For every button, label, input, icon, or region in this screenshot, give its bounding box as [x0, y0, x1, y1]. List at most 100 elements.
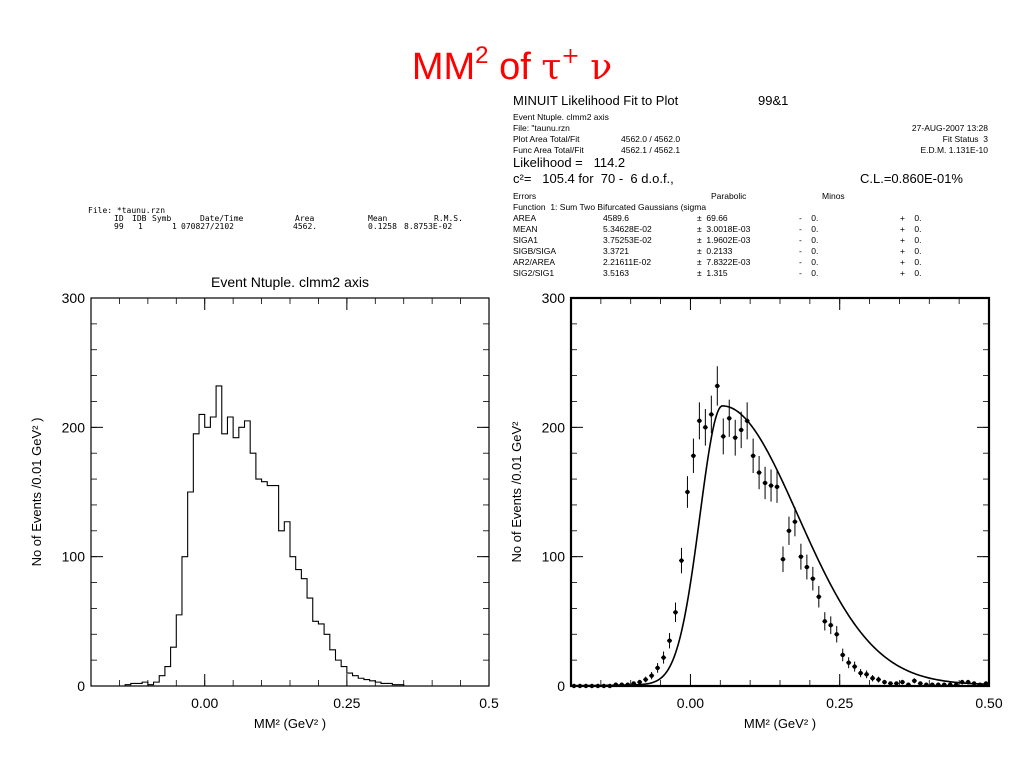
- fit-plot-id: 99&1: [758, 93, 789, 108]
- fit-curve: [570, 405, 990, 687]
- param-name: MEAN: [513, 224, 538, 234]
- col-rms: R.M.S.: [434, 214, 463, 223]
- left-histogram-chart: 0 100 200 300 0.00 0.25 0.5 MM² (GeV² ) No of Ev…: [29, 274, 499, 731]
- param-name: AREA: [513, 213, 537, 223]
- param-minos-pos: + 0.: [900, 224, 922, 234]
- param-minos-neg: - 0.: [799, 246, 819, 256]
- data-point: [864, 672, 869, 677]
- data-point: [810, 576, 816, 581]
- data-point: [953, 682, 959, 687]
- data-point: [762, 480, 768, 486]
- data-point: [822, 619, 827, 624]
- param-value: 2.21611E-02: [603, 257, 652, 267]
- y-axis-label: No of Events /0.01 GeV² ): [29, 418, 44, 567]
- data-point: [756, 470, 762, 475]
- param-minos-pos: + 0.: [900, 213, 922, 223]
- data-point: [715, 383, 720, 389]
- val-id: 99: [114, 222, 124, 231]
- param-minos-pos: + 0.: [900, 268, 922, 278]
- data-point: [936, 682, 941, 687]
- data-point: [983, 681, 989, 686]
- plot-area-label: Plot Area Total/Fit: [513, 134, 580, 144]
- param-minos-neg: - 0.: [799, 213, 819, 223]
- col-symb: Symb: [152, 214, 172, 223]
- data-point: [977, 682, 983, 687]
- param-error: ± 3.0018E-03: [697, 224, 751, 234]
- param-name: SIGA1: [513, 235, 539, 245]
- data-point: [750, 453, 756, 458]
- data-point: [959, 679, 965, 685]
- data-point: [870, 676, 875, 681]
- data-point: [882, 679, 887, 685]
- data-point: [691, 453, 696, 458]
- val-datetime: 070827/2102: [181, 222, 234, 231]
- data-point: [840, 652, 845, 658]
- minos-label: Minos: [822, 191, 845, 201]
- data-point: [792, 519, 798, 524]
- confidence-level: C.L.=0.860E-01%: [860, 171, 963, 186]
- col-idb: IDB: [132, 214, 147, 223]
- data-point: [846, 660, 851, 665]
- param-minos-neg: - 0.: [799, 235, 819, 245]
- param-name: AR2/AREA: [513, 257, 556, 267]
- data-point: [625, 682, 630, 687]
- data-point: [697, 418, 702, 424]
- data-point: [780, 557, 786, 562]
- function-label: Function 1: Sum Two Bifurcated Gaussians…: [513, 202, 707, 212]
- param-minos-pos: + 0.: [900, 235, 922, 245]
- data-point: [601, 683, 607, 689]
- data-point: [679, 558, 684, 563]
- plot-frame: [569, 296, 991, 688]
- val-mean: 0.1258: [368, 222, 397, 231]
- left-histogram-header: File: *taunu.rzn ID IDB Symb Date/Time A…: [88, 206, 488, 234]
- data-point: [918, 681, 923, 686]
- x-axis-label: MM² (GeV² ): [744, 716, 816, 731]
- data-point: [804, 564, 810, 570]
- data-point: [744, 418, 750, 424]
- data-point: [619, 682, 624, 687]
- data-point: [971, 681, 977, 686]
- data-point: [774, 484, 780, 490]
- param-value: 5.34628E-02: [603, 224, 652, 234]
- y-tick-label: 0: [557, 678, 565, 694]
- param-error: ± 1.9602E-03: [697, 235, 751, 245]
- data-point: [595, 683, 601, 689]
- param-minos-pos: + 0.: [900, 246, 922, 256]
- data-point: [738, 427, 744, 433]
- data-point: [942, 682, 947, 687]
- param-name: SIGB/SIGA: [513, 246, 556, 256]
- col-mean: Mean: [368, 214, 388, 223]
- y-tick-label: 100: [62, 549, 86, 565]
- data-point: [816, 594, 822, 599]
- data-point: [888, 681, 893, 686]
- data-point: [828, 623, 833, 628]
- param-error: ± 1.315: [697, 268, 728, 278]
- val-idb: 1: [138, 222, 143, 231]
- title-of: of: [499, 46, 531, 88]
- param-error: ± 7.8322E-03: [697, 257, 751, 267]
- param-minos-neg: - 0.: [799, 268, 819, 278]
- col-id: ID: [114, 214, 124, 223]
- param-name: SIG2/SIG1: [513, 268, 555, 278]
- y-tick-label: 100: [542, 549, 566, 565]
- y-tick-label: 200: [62, 419, 86, 435]
- param-value: 3.75253E-02: [603, 235, 652, 245]
- fit-statistics-box: MINUIT Likelihood Fit to Plot 99&1 Event…: [513, 93, 993, 291]
- data-point: [894, 681, 899, 686]
- data-point: [900, 679, 905, 685]
- x-tick-label: 0.25: [333, 695, 360, 711]
- y-tick-label: 0: [77, 678, 85, 694]
- col-area: Area: [295, 214, 315, 223]
- data-point: [685, 489, 690, 495]
- data-point: [768, 483, 774, 488]
- data-point: [673, 610, 678, 615]
- data-point: [924, 682, 929, 687]
- data-point: [852, 664, 857, 669]
- right-fit-chart: 0 100 200 300 0.00 0.25 0.50 MM² (GeV² ) No of E…: [509, 290, 1003, 731]
- x-tick-label: 0.25: [826, 695, 853, 711]
- data-point: [709, 412, 714, 417]
- data-point: [834, 632, 839, 637]
- data-point: [727, 416, 732, 421]
- data-point: [643, 677, 648, 682]
- data-point: [661, 655, 666, 660]
